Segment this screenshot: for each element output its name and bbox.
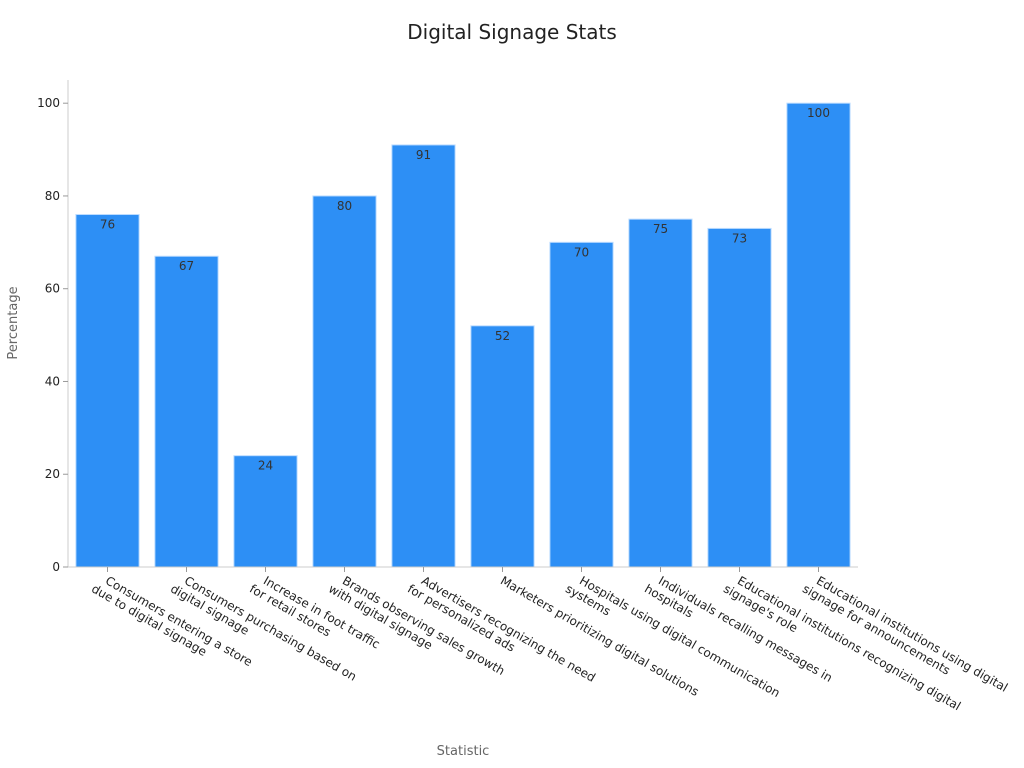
bar xyxy=(391,144,456,568)
y-tick-label: 20 xyxy=(45,467,60,481)
data-label: 80 xyxy=(337,199,352,213)
y-tick-label: 40 xyxy=(45,374,60,388)
data-label: 100 xyxy=(807,106,830,120)
y-tick-label: 60 xyxy=(45,282,60,296)
data-label: 24 xyxy=(258,459,273,473)
bar xyxy=(786,102,851,568)
bar xyxy=(628,218,693,568)
data-label: 75 xyxy=(653,222,668,236)
y-tick-label: 100 xyxy=(37,96,60,110)
bar xyxy=(233,455,298,568)
data-label: 73 xyxy=(732,231,747,245)
data-label: 67 xyxy=(179,259,194,273)
bar xyxy=(154,255,219,568)
y-axis-title: Percentage xyxy=(6,286,21,359)
y-tick-label: 80 xyxy=(45,189,60,203)
bar xyxy=(75,214,140,568)
bar xyxy=(470,325,535,568)
data-label: 70 xyxy=(574,245,589,259)
bars-layer: 76 67 24 80 91 52 70 75 73 100 xyxy=(75,102,851,568)
data-label: 76 xyxy=(100,218,115,232)
bar xyxy=(312,195,377,568)
data-label: 52 xyxy=(495,329,510,343)
data-label: 91 xyxy=(416,148,431,162)
bar xyxy=(549,241,614,568)
x-axis-title: Statistic xyxy=(437,744,490,759)
bar xyxy=(707,227,772,568)
chart-title: Digital Signage Stats xyxy=(407,20,617,44)
y-tick-label: 0 xyxy=(52,560,60,574)
